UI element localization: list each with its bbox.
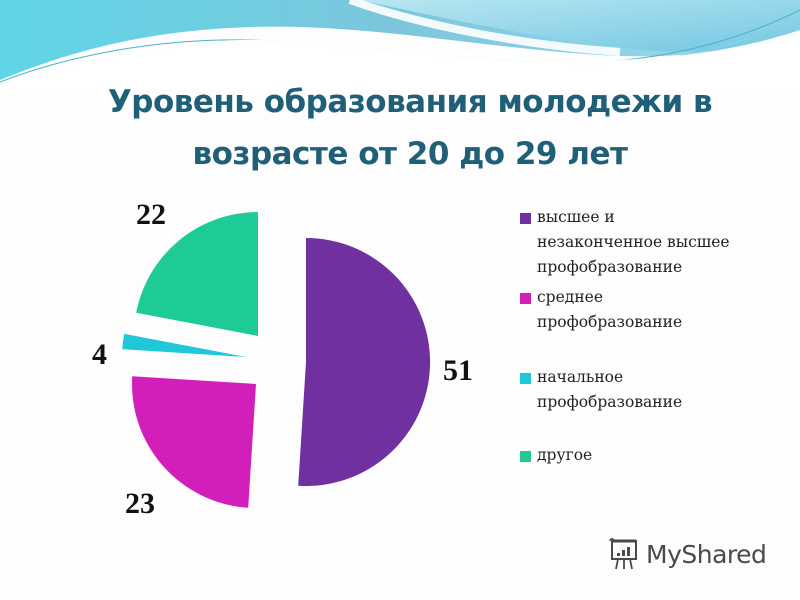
legend-label: профобразование: [537, 258, 683, 276]
legend-label: начальное: [537, 368, 624, 386]
pie-slice-secondary-vocational[interactable]: [132, 376, 256, 508]
watermark-text: MyShared: [646, 539, 767, 569]
title-line-2: возрасте от 20 до 29 лет: [192, 136, 628, 172]
legend-item-higher-education: высшее и незаконченное высшее профобразо…: [520, 205, 780, 280]
legend-swatch-cyan: [520, 373, 531, 384]
legend-item-primary-vocational: начальное профобразование: [520, 365, 780, 415]
data-label-higher-education: 51: [443, 354, 473, 387]
pie-slice-primary-vocational[interactable]: [122, 333, 246, 357]
legend-label: среднее: [537, 288, 603, 306]
legend-label: другое: [537, 446, 593, 464]
watermark: MyShared: [608, 536, 767, 572]
legend-swatch-green: [520, 451, 531, 462]
legend-item-secondary-vocational: среднее профобразование: [520, 285, 780, 335]
data-label-secondary-vocational: 23: [125, 487, 155, 520]
legend-label: высшее и: [537, 208, 615, 226]
data-label-primary-vocational: 4: [92, 338, 107, 371]
title-line-1: Уровень образования молодежи в: [107, 84, 713, 120]
header-wave-decoration: [0, 0, 800, 90]
slide-title: Уровень образования молодежи в возрасте …: [60, 76, 760, 180]
data-label-other: 22: [136, 198, 166, 231]
presentation-board-icon: [609, 538, 637, 570]
legend-swatch-magenta: [520, 293, 531, 304]
legend-item-other: другое: [520, 443, 780, 468]
legend-label: профобразование: [537, 313, 683, 331]
pie-slice-higher-education[interactable]: [298, 237, 431, 486]
pie-slice-other[interactable]: [136, 212, 258, 336]
legend-swatch-purple: [520, 213, 531, 224]
legend-label: незаконченное высшее: [537, 233, 730, 251]
legend-label: профобразование: [537, 393, 683, 411]
